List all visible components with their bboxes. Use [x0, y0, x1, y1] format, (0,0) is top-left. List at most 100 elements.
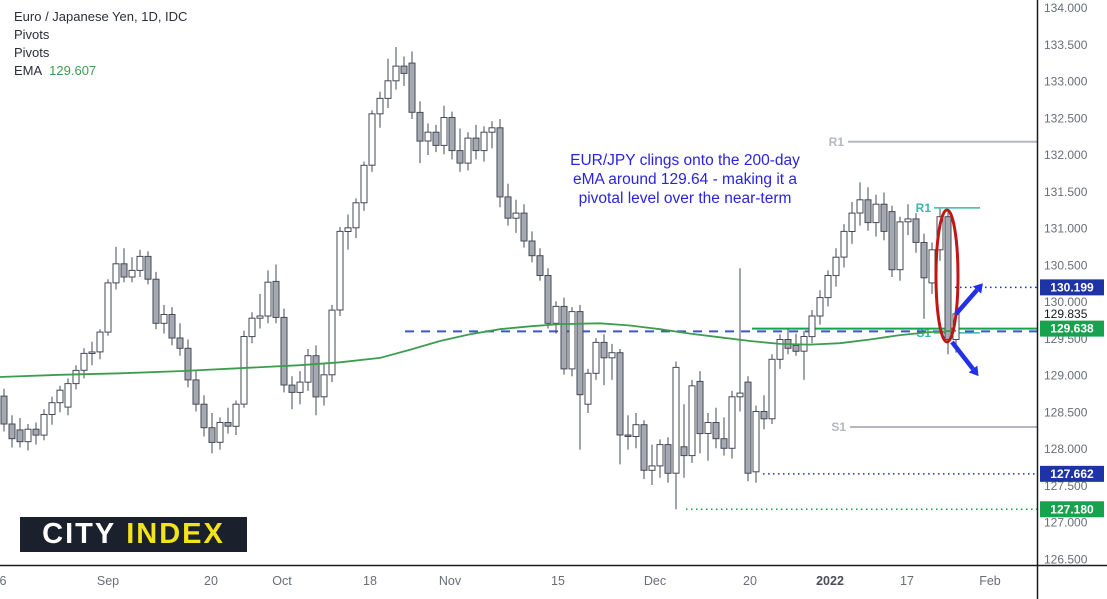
candlestick-series — [0, 47, 960, 510]
candle — [88, 341, 96, 366]
candle-body — [816, 297, 824, 317]
candle — [32, 422, 40, 445]
y-axis-label[interactable]: 130.500 — [1044, 258, 1088, 272]
candle — [720, 417, 728, 456]
x-axis-label[interactable]: Oct — [272, 574, 292, 588]
candle-body — [472, 137, 480, 152]
candle-body — [64, 383, 72, 408]
symbol-title[interactable]: Euro / Japanese Yen, 1D, IDC — [14, 9, 188, 24]
candle — [728, 390, 736, 459]
candle — [504, 183, 512, 226]
highlight-ellipse[interactable] — [934, 208, 960, 344]
y-axis-label[interactable]: 127.000 — [1044, 516, 1088, 530]
candle — [136, 249, 144, 277]
ema-value: 129.607 — [49, 63, 97, 78]
y-axis-label[interactable]: 129.000 — [1044, 369, 1088, 383]
candle-body — [752, 411, 760, 473]
candle-body — [456, 150, 464, 164]
candle-body — [288, 384, 296, 393]
candle — [544, 268, 552, 329]
candle-body — [600, 341, 608, 359]
y-axis-label[interactable]: 132.500 — [1044, 111, 1088, 125]
x-axis-label[interactable]: 2022 — [816, 574, 844, 588]
candle — [600, 334, 608, 386]
scenario-arrow-down-shaft[interactable] — [950, 340, 975, 371]
x-axis-label[interactable]: 20 — [204, 574, 218, 588]
y-axis-label[interactable]: 126.500 — [1044, 552, 1088, 566]
indicator-ema[interactable]: EMA 129.607 — [14, 62, 187, 80]
candle-body — [304, 355, 312, 383]
candle-body — [768, 358, 776, 420]
candle — [496, 119, 504, 208]
y-axis-label[interactable]: 131.500 — [1044, 185, 1088, 199]
x-axis-label[interactable]: 6 — [0, 574, 7, 588]
analyst-note[interactable]: EUR/JPY clings onto the 200-day eMA arou… — [556, 151, 814, 208]
candle-body — [200, 403, 208, 429]
candle — [272, 264, 280, 324]
y-axis-label[interactable]: 130.000 — [1044, 295, 1088, 309]
candle-body — [152, 278, 160, 324]
candle — [488, 121, 496, 149]
candle-body — [912, 218, 920, 243]
x-axis-label[interactable]: Dec — [644, 574, 666, 588]
candle — [224, 407, 232, 434]
candle — [144, 251, 152, 285]
candle — [0, 388, 8, 432]
indicator-pivots-2[interactable]: Pivots — [14, 45, 50, 60]
candle-body — [160, 314, 168, 324]
y-axis-label[interactable]: 131.000 — [1044, 222, 1088, 236]
candle — [688, 379, 696, 463]
candle — [472, 124, 480, 160]
scenario-arrow-down-head[interactable] — [968, 365, 979, 377]
candle-body — [416, 111, 424, 142]
x-axis-label[interactable]: 15 — [551, 574, 565, 588]
candle — [336, 227, 344, 316]
y-axis-label[interactable]: 134.000 — [1044, 1, 1088, 15]
candle — [752, 405, 760, 483]
candle-body — [448, 117, 456, 152]
candle-body — [232, 403, 240, 427]
candle — [776, 334, 784, 369]
candle-body — [424, 131, 432, 142]
candle — [232, 400, 240, 435]
candle-body — [560, 305, 568, 370]
candle-body — [0, 395, 8, 425]
candle — [904, 204, 912, 236]
candle — [816, 290, 824, 325]
candle — [896, 216, 904, 281]
candle — [512, 199, 520, 233]
y-axis-label[interactable]: 128.500 — [1044, 405, 1088, 419]
ema-line[interactable] — [0, 322, 957, 378]
candle-body — [368, 113, 376, 166]
candle — [480, 126, 488, 162]
candle-body — [920, 242, 928, 279]
candle-body — [56, 389, 64, 404]
x-axis-label[interactable]: Feb — [979, 574, 1001, 588]
x-axis-label[interactable]: Sep — [97, 574, 119, 588]
candle — [392, 47, 400, 90]
indicator-pivots-1[interactable]: Pivots — [14, 27, 50, 42]
candle-body — [392, 65, 400, 82]
candle-body — [632, 424, 640, 438]
x-axis-label[interactable]: 18 — [363, 574, 377, 588]
y-axis-label[interactable]: 133.500 — [1044, 38, 1088, 52]
candle — [280, 308, 288, 393]
y-axis-label[interactable]: 128.000 — [1044, 442, 1088, 456]
candle-body — [760, 411, 768, 420]
scenario-arrow-up-head[interactable] — [972, 283, 983, 294]
y-axis-label[interactable]: 133.000 — [1044, 75, 1088, 89]
candle — [568, 307, 576, 377]
x-axis-label[interactable]: 20 — [743, 574, 757, 588]
x-axis-label[interactable]: Nov — [439, 574, 462, 588]
y-axis-label[interactable]: 132.000 — [1044, 148, 1088, 162]
y-axis-label[interactable]: 127.500 — [1044, 479, 1088, 493]
candle-body — [272, 280, 280, 318]
candle-body — [336, 230, 344, 311]
x-axis-label[interactable]: 17 — [900, 574, 914, 588]
candle — [576, 304, 584, 450]
candle — [208, 413, 216, 454]
price-label-text: 130.199 — [1050, 280, 1094, 294]
scenario-arrow-up-shaft[interactable] — [954, 288, 979, 316]
candle-body — [72, 369, 80, 385]
